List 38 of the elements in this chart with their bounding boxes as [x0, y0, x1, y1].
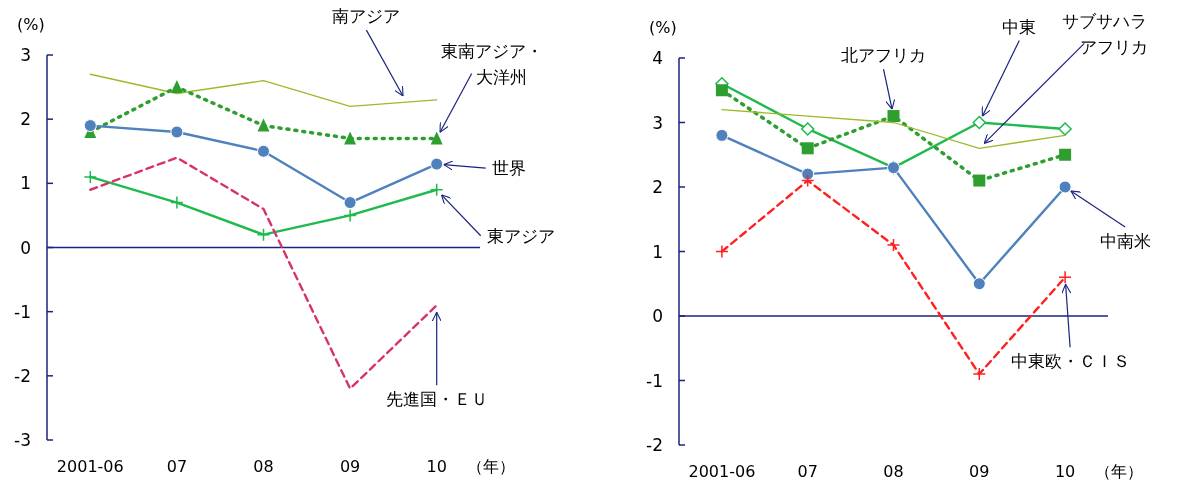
text: 東南アジア・大洋州	[440, 41, 543, 88]
x-tick-label: 10	[426, 457, 447, 476]
y-tick-label: -1	[646, 370, 663, 391]
text: 中南米	[1099, 231, 1151, 251]
x-tick-label: 10	[1054, 462, 1076, 481]
y-tick-label: 0	[652, 306, 663, 326]
series-label: 先進国・ＥＵ	[385, 389, 488, 410]
y-tick-label: 2	[652, 177, 663, 197]
x-tick-label: 07	[797, 462, 818, 481]
y-tick-label: 3	[20, 45, 31, 65]
series-label: 中東欧・ＣＩＳ	[1010, 351, 1130, 372]
y-tick-label: 1	[20, 173, 31, 194]
y-tick-label: -1	[14, 301, 31, 322]
text: 北アフリカ	[841, 45, 926, 66]
x-tick-label: 08	[883, 462, 904, 481]
y-tick-label: 2	[20, 109, 31, 130]
x-tick-label: 09	[339, 457, 361, 476]
text: 東アジア	[486, 225, 555, 246]
y-tick-label: 4	[652, 48, 663, 68]
x-tick-label: 08	[253, 457, 274, 476]
y-tick-label: -3	[14, 430, 31, 450]
y-axis-title: (%)	[649, 18, 677, 37]
text: 中東	[1002, 16, 1037, 37]
text: サブサハラアフリカ	[1061, 11, 1149, 58]
x-axis-title: （年）	[466, 457, 515, 476]
x-tick-label: 2001-06	[688, 462, 756, 481]
y-tick-label: 1	[652, 241, 663, 262]
x-axis-title: （年）	[1095, 462, 1144, 481]
y-tick-label: 0	[20, 237, 31, 258]
y-tick-label: -2	[14, 365, 31, 386]
y-axis-title: (%)	[17, 15, 45, 34]
text: 世界	[491, 158, 526, 179]
y-tick-label: -2	[646, 435, 663, 455]
x-tick-label: 2001-06	[56, 457, 124, 476]
text: 南アジア	[332, 6, 401, 27]
x-tick-label: 07	[166, 457, 188, 476]
y-tick-label: 3	[652, 112, 663, 133]
x-tick-label: 09	[969, 462, 990, 481]
